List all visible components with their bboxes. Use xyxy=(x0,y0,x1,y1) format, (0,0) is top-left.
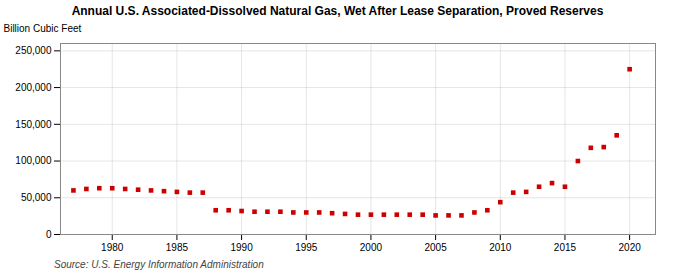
svg-text:2005: 2005 xyxy=(424,242,447,253)
svg-text:1995: 1995 xyxy=(295,242,318,253)
svg-text:2000: 2000 xyxy=(360,242,383,253)
svg-text:0: 0 xyxy=(46,229,52,240)
svg-text:250,000: 250,000 xyxy=(15,45,52,56)
svg-text:Billion Cubic Feet: Billion Cubic Feet xyxy=(4,23,82,34)
svg-text:2015: 2015 xyxy=(554,242,577,253)
svg-text:200,000: 200,000 xyxy=(15,82,52,93)
html-text:Source: U.S. Energy Informatio: Source: U.S. Energy Information Administ… xyxy=(54,259,264,270)
svg-text:1985: 1985 xyxy=(166,242,189,253)
svg-text:1980: 1980 xyxy=(101,242,124,253)
svg-text:100,000: 100,000 xyxy=(15,155,52,166)
html-text:Annual U.S. Associated-Dissolv: Annual U.S. Associated-Dissolved Natural… xyxy=(71,4,604,18)
svg-text:150,000: 150,000 xyxy=(15,119,52,130)
svg-text:1990: 1990 xyxy=(230,242,253,253)
svg-text:50,000: 50,000 xyxy=(21,192,52,203)
svg-text:2020: 2020 xyxy=(619,242,642,253)
svg-text:2010: 2010 xyxy=(489,242,512,253)
